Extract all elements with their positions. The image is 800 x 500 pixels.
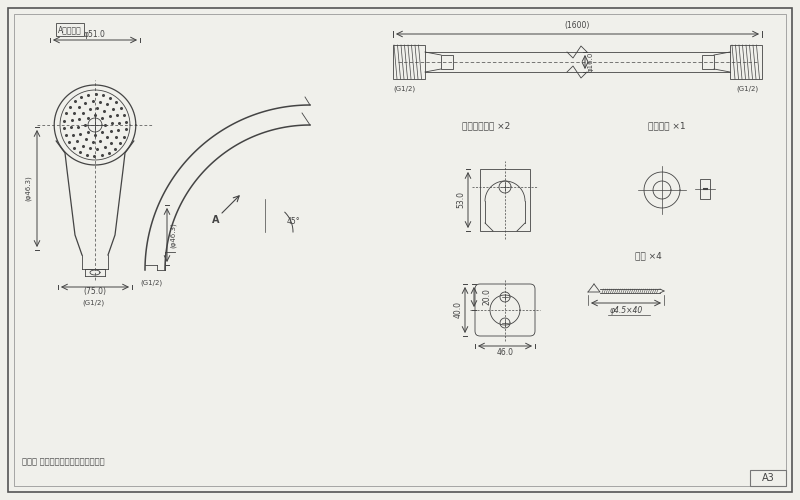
Text: A: A — [212, 215, 219, 225]
Text: Aから見る: Aから見る — [58, 25, 82, 34]
Text: (75.0): (75.0) — [83, 287, 106, 296]
Text: 注：（ ）内寸法は参考寸法である。: 注：（ ）内寸法は参考寸法である。 — [22, 457, 105, 466]
Text: (G1/2): (G1/2) — [82, 300, 104, 306]
Text: (G1/2): (G1/2) — [393, 85, 415, 91]
Text: シャワフック ×2: シャワフック ×2 — [462, 121, 510, 130]
Text: 46.0: 46.0 — [497, 348, 514, 357]
Text: φ51.0: φ51.0 — [84, 30, 106, 39]
Text: (G1/2): (G1/2) — [736, 85, 758, 91]
Text: 53.0: 53.0 — [456, 192, 465, 208]
Text: ビス ×4: ビス ×4 — [635, 251, 662, 260]
Text: (φ46.3): (φ46.3) — [25, 176, 31, 202]
Text: A3: A3 — [762, 473, 774, 483]
Text: (G1/2): (G1/2) — [140, 279, 162, 285]
Text: φ4.5×40: φ4.5×40 — [610, 306, 642, 315]
Bar — [730, 45, 762, 79]
Bar — [393, 45, 425, 79]
Bar — [480, 169, 530, 231]
Text: φ16.0: φ16.0 — [588, 52, 594, 72]
Text: (φ46.3): (φ46.3) — [170, 222, 177, 248]
Bar — [750, 470, 786, 486]
Text: パッキン ×1: パッキン ×1 — [648, 121, 686, 130]
Bar — [700, 179, 710, 199]
Text: 40.0: 40.0 — [454, 302, 463, 318]
Bar — [441, 55, 453, 69]
Text: 45°: 45° — [287, 217, 301, 226]
Text: 20.0: 20.0 — [482, 288, 491, 306]
Text: (1600): (1600) — [565, 21, 590, 30]
Bar — [702, 55, 714, 69]
